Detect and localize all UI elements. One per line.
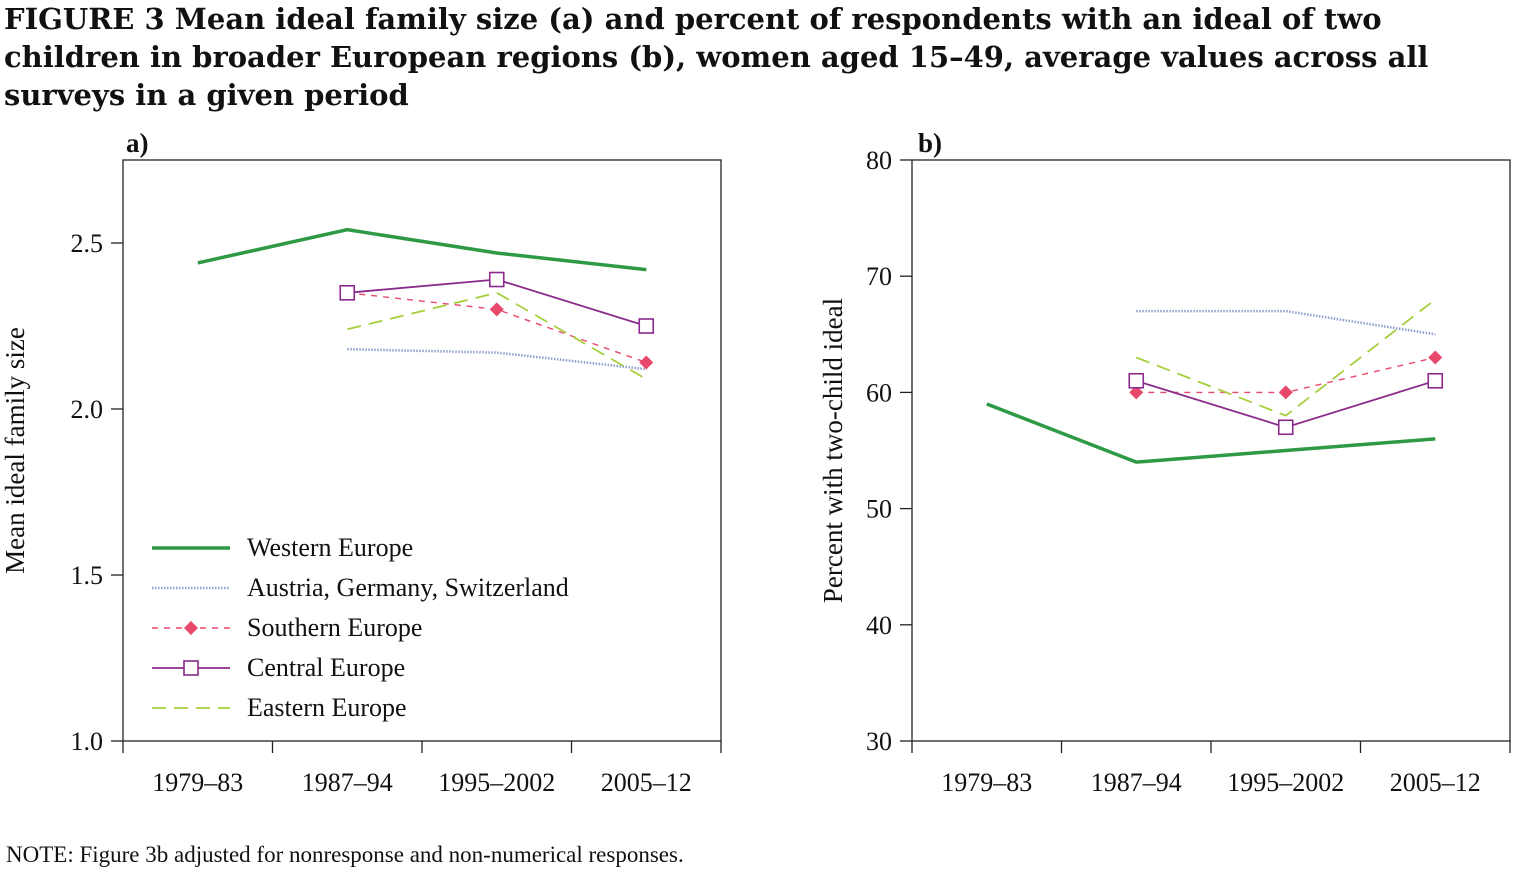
y-tick-label: 1.0 (71, 727, 104, 756)
legend-entry-eastern: Eastern Europe (152, 693, 407, 722)
y-tick-label: 1.5 (71, 561, 104, 590)
y-tick-label: 2.0 (71, 395, 104, 424)
y-tick-label: 60 (866, 378, 892, 407)
series-line-southern (347, 292, 647, 364)
legend-marker (184, 621, 198, 635)
figure-note: NOTE: Figure 3b adjusted for nonresponse… (6, 842, 684, 867)
series-line-eastern (347, 291, 647, 380)
x-tick-label: 1979–83 (152, 768, 243, 797)
y-tick-label: 50 (866, 495, 892, 524)
x-tick-label: 1987–94 (1091, 768, 1182, 797)
legend-entry-central: Central Europe (152, 653, 405, 682)
series-line-western (197, 227, 647, 272)
panel-a: 1.0 1.5 2.0 2.5 1979–83 1987–94 1995–2002 2005–… (0, 128, 722, 797)
data-point-southern (1428, 350, 1443, 365)
series-line-western (986, 402, 1436, 464)
legend-label: Eastern Europe (247, 693, 407, 722)
y-tick-label: 2.5 (71, 229, 104, 258)
data-point-southern (639, 355, 654, 370)
legend-label: Western Europe (247, 533, 413, 562)
panel-b: 30 40 50 60 70 80 1979–83 1987–94 1995–2002 2005–… (818, 128, 1511, 797)
series-line-ags (1136, 309, 1436, 336)
x-tick-label: 2005–12 (1390, 768, 1481, 797)
data-point-central (488, 271, 505, 288)
x-tick-label: 2005–12 (601, 768, 692, 797)
data-point-southern (1129, 385, 1144, 400)
legend-entry-southern: Southern Europe (152, 613, 422, 642)
data-point-southern (489, 302, 504, 317)
legend-entry-ags: Austria, Germany, Switzerland (152, 573, 569, 602)
y-tick-label: 30 (866, 727, 892, 756)
data-point-southern (1278, 385, 1293, 400)
y-axis-label: Percent with two-child ideal (818, 298, 848, 603)
x-tick-label: 1987–94 (302, 768, 393, 797)
y-tick-label: 40 (866, 611, 892, 640)
y-tick-label: 80 (866, 146, 892, 175)
plot-frame (122, 159, 722, 742)
legend-marker (183, 660, 199, 676)
series-line-eastern (1135, 298, 1436, 417)
data-point-central (339, 284, 356, 301)
legend-label: Central Europe (247, 653, 405, 682)
y-tick-label: 70 (866, 262, 892, 291)
panel-label: a) (126, 128, 149, 158)
data-point-central (1427, 372, 1444, 389)
data-point-central (1128, 372, 1145, 389)
figure-title: FIGURE 3 Mean ideal family size (a) and … (4, 2, 1429, 112)
data-point-central (638, 318, 655, 334)
x-tick-label: 1979–83 (941, 768, 1032, 797)
x-tick-label: 1995–2002 (1227, 768, 1344, 797)
plot-frame (911, 159, 1511, 742)
legend-entry-western: Western Europe (152, 533, 413, 562)
y-axis-label: Mean ideal family size (0, 327, 30, 574)
panel-label: b) (918, 128, 942, 158)
x-tick-label: 1995–2002 (438, 768, 555, 797)
legend-label: Southern Europe (247, 613, 422, 642)
data-point-central (1277, 419, 1294, 436)
legend-label: Austria, Germany, Switzerland (247, 573, 569, 602)
legend: Western Europe Austria, Germany, Switzerl… (152, 533, 569, 722)
series-line-ags (347, 347, 647, 371)
